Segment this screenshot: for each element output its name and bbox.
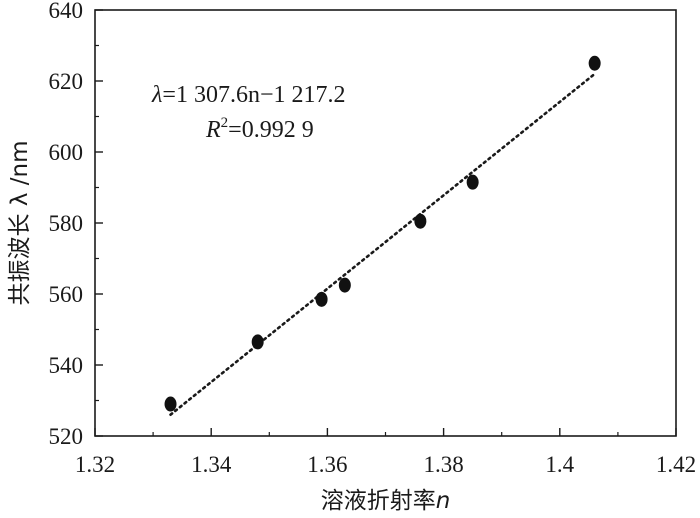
x-axis-title-variable: n [436,488,451,514]
x-axis-title-text: 溶液折射率 [321,488,436,514]
plot-frame [94,9,677,437]
x-tick-label: 1.34 [191,452,232,477]
data-point [315,291,328,307]
y-tick-label: 520 [49,424,84,449]
r-squared: R2=0.992 9 [205,115,314,143]
data-point [414,213,427,229]
y-axis-ticks: 520 540 560 580 600 620 640 [49,0,103,449]
y-tick-label: 560 [49,282,84,307]
x-tick-label: 1.32 [75,452,115,477]
r-symbol: R [205,117,221,143]
fit-line-group [169,72,596,417]
y-tick-label: 640 [49,0,84,23]
x-tick-label: 1.38 [423,452,463,477]
y-axis-title: 共振波长 λ /nm [7,141,33,306]
data-point [251,334,264,350]
equation-rhs: =1 307.6n−1 217.2 [162,82,345,108]
y-tick-label: 540 [49,353,84,378]
x-axis-title: 溶液折射率n [321,488,451,514]
data-points [164,55,601,412]
fit-line [169,72,596,417]
regression-equation: λ=1 307.6n−1 217.2 [151,82,345,108]
x-tick-label: 1.42 [656,452,696,477]
y-tick-label: 620 [49,69,84,94]
data-point [588,55,601,71]
x-tick-label: 1.4 [545,452,574,477]
y-tick-label: 580 [49,211,84,236]
r-exponent: 2 [221,115,229,131]
data-point [466,174,479,190]
equation-lambda: λ [151,82,162,108]
data-point [164,396,177,412]
y-tick-label: 600 [49,140,84,165]
r-value: =0.992 9 [228,117,314,143]
x-tick-label: 1.36 [307,452,347,477]
x-axis-ticks: 1.32 1.34 1.36 1.38 1.4 1.42 [75,428,696,477]
data-point [338,277,351,293]
